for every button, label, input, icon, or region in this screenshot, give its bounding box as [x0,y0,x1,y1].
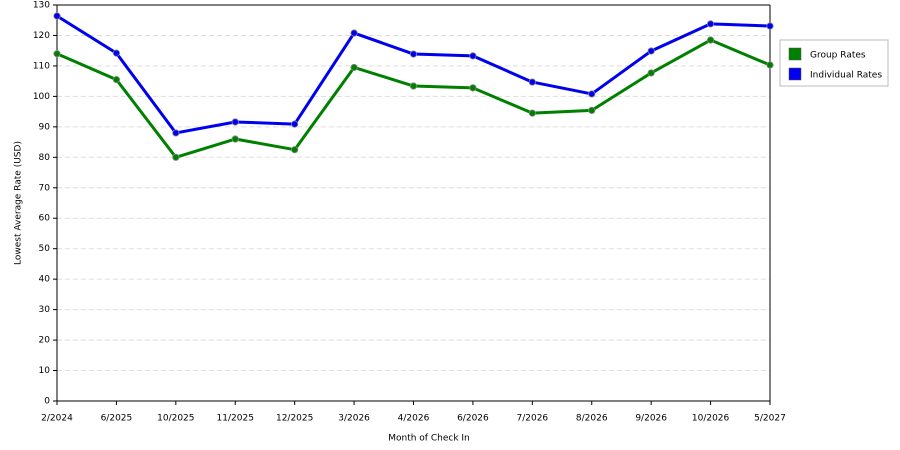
legend-swatch [788,47,802,61]
y-tick-label: 0 [44,397,50,407]
y-tick-label: 80 [39,153,51,163]
x-axis-label: Month of Check In [388,434,470,444]
data-point [172,153,180,161]
x-tick-label: 7/2026 [516,414,548,424]
legend-label: Group Rates [810,51,866,61]
x-tick-label: 5/2027 [754,414,786,424]
y-tick-label: 20 [39,336,51,346]
data-point [172,129,180,137]
y-tick-label: 110 [33,61,50,71]
y-tick-label: 100 [33,92,50,102]
data-point [647,69,655,77]
y-axis-label: Lowest Average Rate (USD) [14,141,24,265]
x-tick-label: 9/2026 [635,414,667,424]
data-point [706,36,715,44]
data-point [469,84,477,92]
x-tick-label: 6/2025 [101,414,133,424]
x-tick-label: 8/2026 [576,414,608,424]
legend-swatch [788,67,802,81]
x-tick-label: 11/2025 [217,414,254,424]
data-point [528,78,536,86]
data-point [409,50,418,58]
data-point [528,109,536,117]
x-tick-label: 10/2025 [157,414,194,424]
x-tick-label: 2/2024 [41,414,73,424]
y-tick-label: 50 [39,244,51,254]
y-tick-label: 120 [33,31,50,41]
x-tick-label: 10/2026 [692,414,730,424]
y-tick-label: 70 [39,183,51,193]
y-tick-label: 40 [39,275,51,285]
data-point [350,63,358,72]
data-point [766,22,774,30]
y-tick-label: 130 [33,1,50,11]
data-point [112,76,121,84]
data-point [647,47,655,55]
data-point [53,12,61,20]
y-tick-label: 60 [39,214,51,224]
x-tick-label: 3/2026 [338,414,370,424]
data-point [588,106,596,114]
plot-area [57,5,770,401]
y-tick-label: 90 [39,122,51,132]
data-point [53,50,61,58]
x-tick-label: 6/2026 [457,414,489,424]
data-point [766,61,774,69]
data-point [588,90,596,98]
data-point [469,52,477,60]
data-point [409,82,418,90]
data-point [231,118,239,126]
data-point [112,49,121,57]
data-point [231,135,239,143]
legend-label: Individual Rates [810,71,882,81]
x-tick-label: 4/2026 [398,414,430,424]
data-point [350,29,358,37]
data-point [706,20,715,28]
y-tick-label: 10 [39,366,51,376]
y-tick-label: 30 [39,305,51,315]
data-point [291,146,299,154]
data-point [291,120,299,128]
x-tick-label: 12/2025 [276,414,313,424]
